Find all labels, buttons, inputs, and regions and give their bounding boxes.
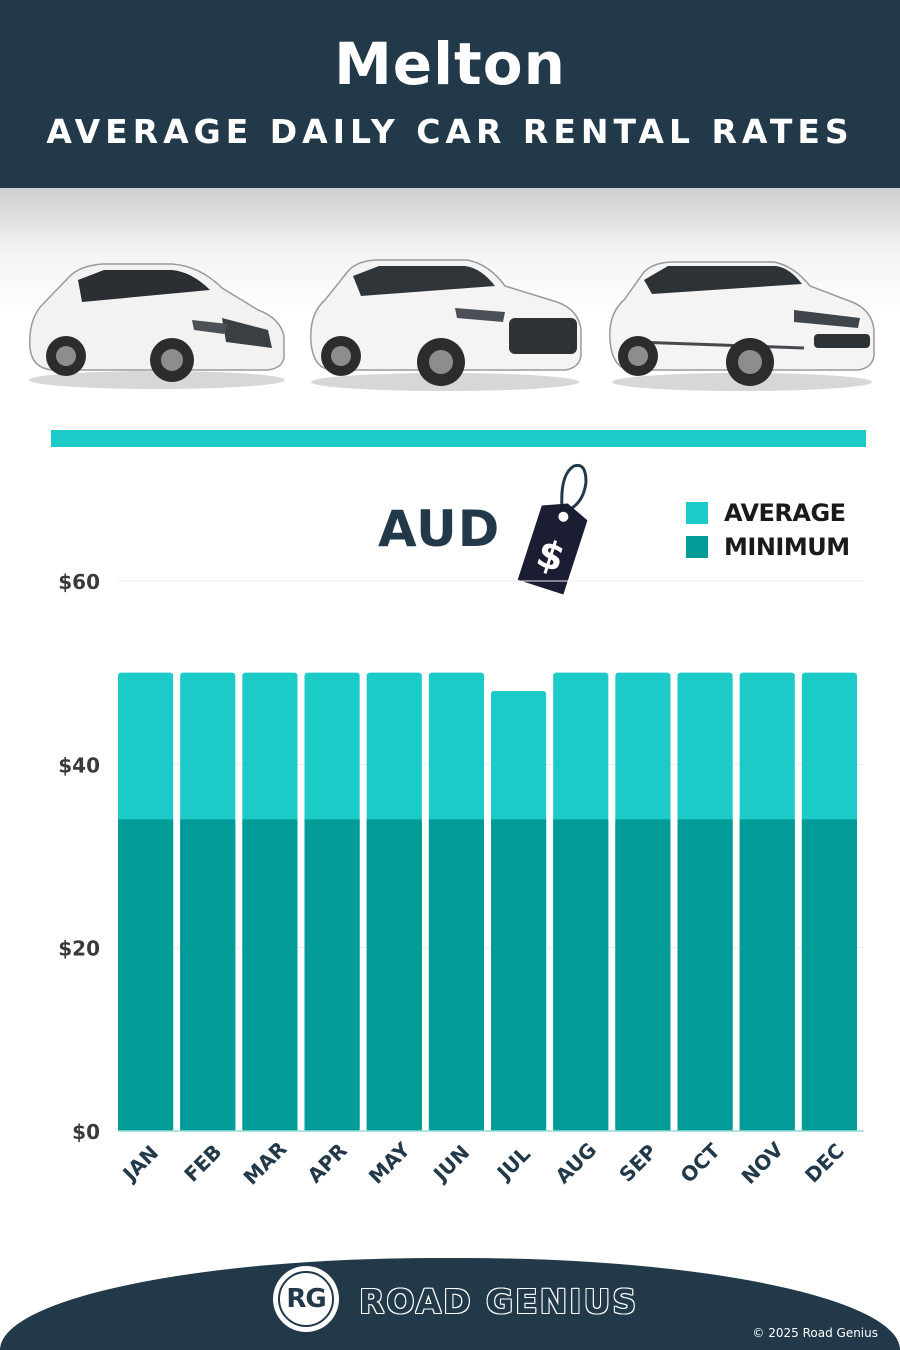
road-genius-logo: RG xyxy=(273,1266,339,1332)
bar-minimum-jul xyxy=(491,819,547,1131)
y-tick-label: $0 xyxy=(72,1120,100,1144)
chart-subtitle: AVERAGE DAILY CAR RENTAL RATES xyxy=(46,112,854,151)
x-tick-label: MAY xyxy=(364,1137,415,1188)
bar-minimum-jun xyxy=(428,819,484,1131)
bar-minimum-may xyxy=(366,819,422,1131)
bar-minimum-oct xyxy=(677,819,733,1131)
currency-label: AUD xyxy=(378,500,501,558)
legend-label-minimum: MINIMUM xyxy=(724,533,850,561)
bar-minimum-nov xyxy=(739,819,795,1131)
bar-minimum-feb xyxy=(180,819,236,1131)
bar-minimum-sep xyxy=(615,819,671,1131)
x-tick-label: NOV xyxy=(737,1137,789,1189)
bar-minimum-aug xyxy=(553,819,609,1131)
y-tick-label: $60 xyxy=(58,570,100,594)
logo-mark: RG xyxy=(278,1271,334,1327)
accent-divider xyxy=(51,430,866,447)
suv-car-icon xyxy=(310,259,582,391)
legend-swatch-minimum xyxy=(686,536,708,558)
legend-label-average: AVERAGE xyxy=(724,499,846,527)
bar-minimum-jan xyxy=(118,819,174,1131)
x-tick-label: AUG xyxy=(551,1138,602,1189)
bar-minimum-apr xyxy=(304,819,360,1131)
bar-minimum-dec xyxy=(801,819,857,1131)
y-tick-label: $40 xyxy=(58,753,100,777)
x-tick-label: DEC xyxy=(800,1139,849,1188)
x-tick-label: FEB xyxy=(179,1140,226,1187)
bar-chart: $0 $20 $40 $60 JAN FEB MAR APR MAY JUN JUL AUG SEP OC… xyxy=(58,570,864,1190)
x-tick-label: JUL xyxy=(491,1142,535,1186)
luxury-suv-car-icon xyxy=(609,261,875,391)
brand-name: ROAD GENIUS xyxy=(359,1282,639,1321)
price-tag-icon: $ xyxy=(517,463,588,595)
x-tick-label: SEP xyxy=(614,1139,661,1186)
x-tick-label: OCT xyxy=(676,1138,725,1187)
chart-legend: AVERAGE MINIMUM xyxy=(686,496,850,564)
bar-minimum-mar xyxy=(242,819,298,1131)
y-tick-label: $20 xyxy=(58,937,100,961)
hatchback-car-icon xyxy=(29,263,285,389)
x-tick-label: APR xyxy=(303,1138,352,1187)
x-tick-label: JAN xyxy=(117,1141,163,1187)
x-tick-label: MAR xyxy=(239,1137,292,1190)
x-tick-label: JUN xyxy=(427,1140,474,1187)
copyright-text: © 2025 Road Genius xyxy=(752,1326,878,1340)
city-title: Melton xyxy=(334,30,566,98)
legend-swatch-average xyxy=(686,502,708,524)
legend-item-minimum: MINIMUM xyxy=(686,530,850,564)
legend-item-average: AVERAGE xyxy=(686,496,850,530)
header-banner: Melton AVERAGE DAILY CAR RENTAL RATES xyxy=(0,0,900,188)
